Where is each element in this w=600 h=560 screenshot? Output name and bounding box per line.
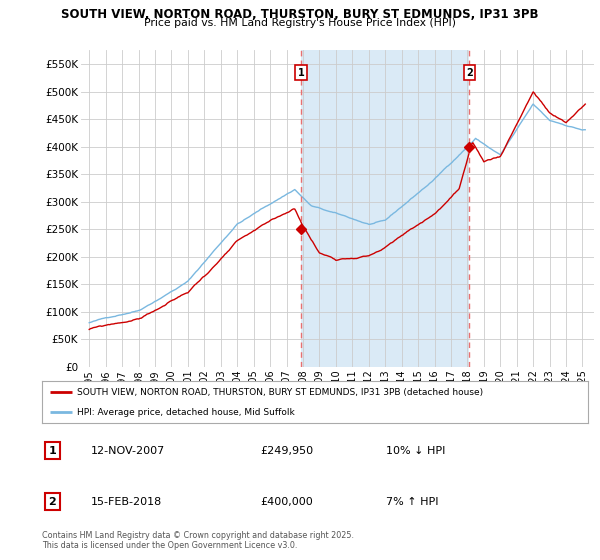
Text: 1: 1 [298,68,304,77]
Text: SOUTH VIEW, NORTON ROAD, THURSTON, BURY ST EDMUNDS, IP31 3PB: SOUTH VIEW, NORTON ROAD, THURSTON, BURY … [61,8,539,21]
Text: 2: 2 [49,497,56,507]
Bar [301,50,469,367]
Text: Price paid vs. HM Land Registry's House Price Index (HPI): Price paid vs. HM Land Registry's House … [144,18,456,28]
Text: £249,950: £249,950 [260,446,314,456]
Text: 7% ↑ HPI: 7% ↑ HPI [386,497,439,507]
Text: 1: 1 [49,446,56,456]
Text: SOUTH VIEW, NORTON ROAD, THURSTON, BURY ST EDMUNDS, IP31 3PB (detached house): SOUTH VIEW, NORTON ROAD, THURSTON, BURY … [77,388,484,396]
Text: 2: 2 [466,68,473,77]
Text: 12-NOV-2007: 12-NOV-2007 [91,446,166,456]
Text: Contains HM Land Registry data © Crown copyright and database right 2025.
This d: Contains HM Land Registry data © Crown c… [42,530,354,550]
Text: HPI: Average price, detached house, Mid Suffolk: HPI: Average price, detached house, Mid … [77,408,295,417]
Text: £400,000: £400,000 [260,497,313,507]
Text: 10% ↓ HPI: 10% ↓ HPI [386,446,445,456]
Text: 15-FEB-2018: 15-FEB-2018 [91,497,163,507]
